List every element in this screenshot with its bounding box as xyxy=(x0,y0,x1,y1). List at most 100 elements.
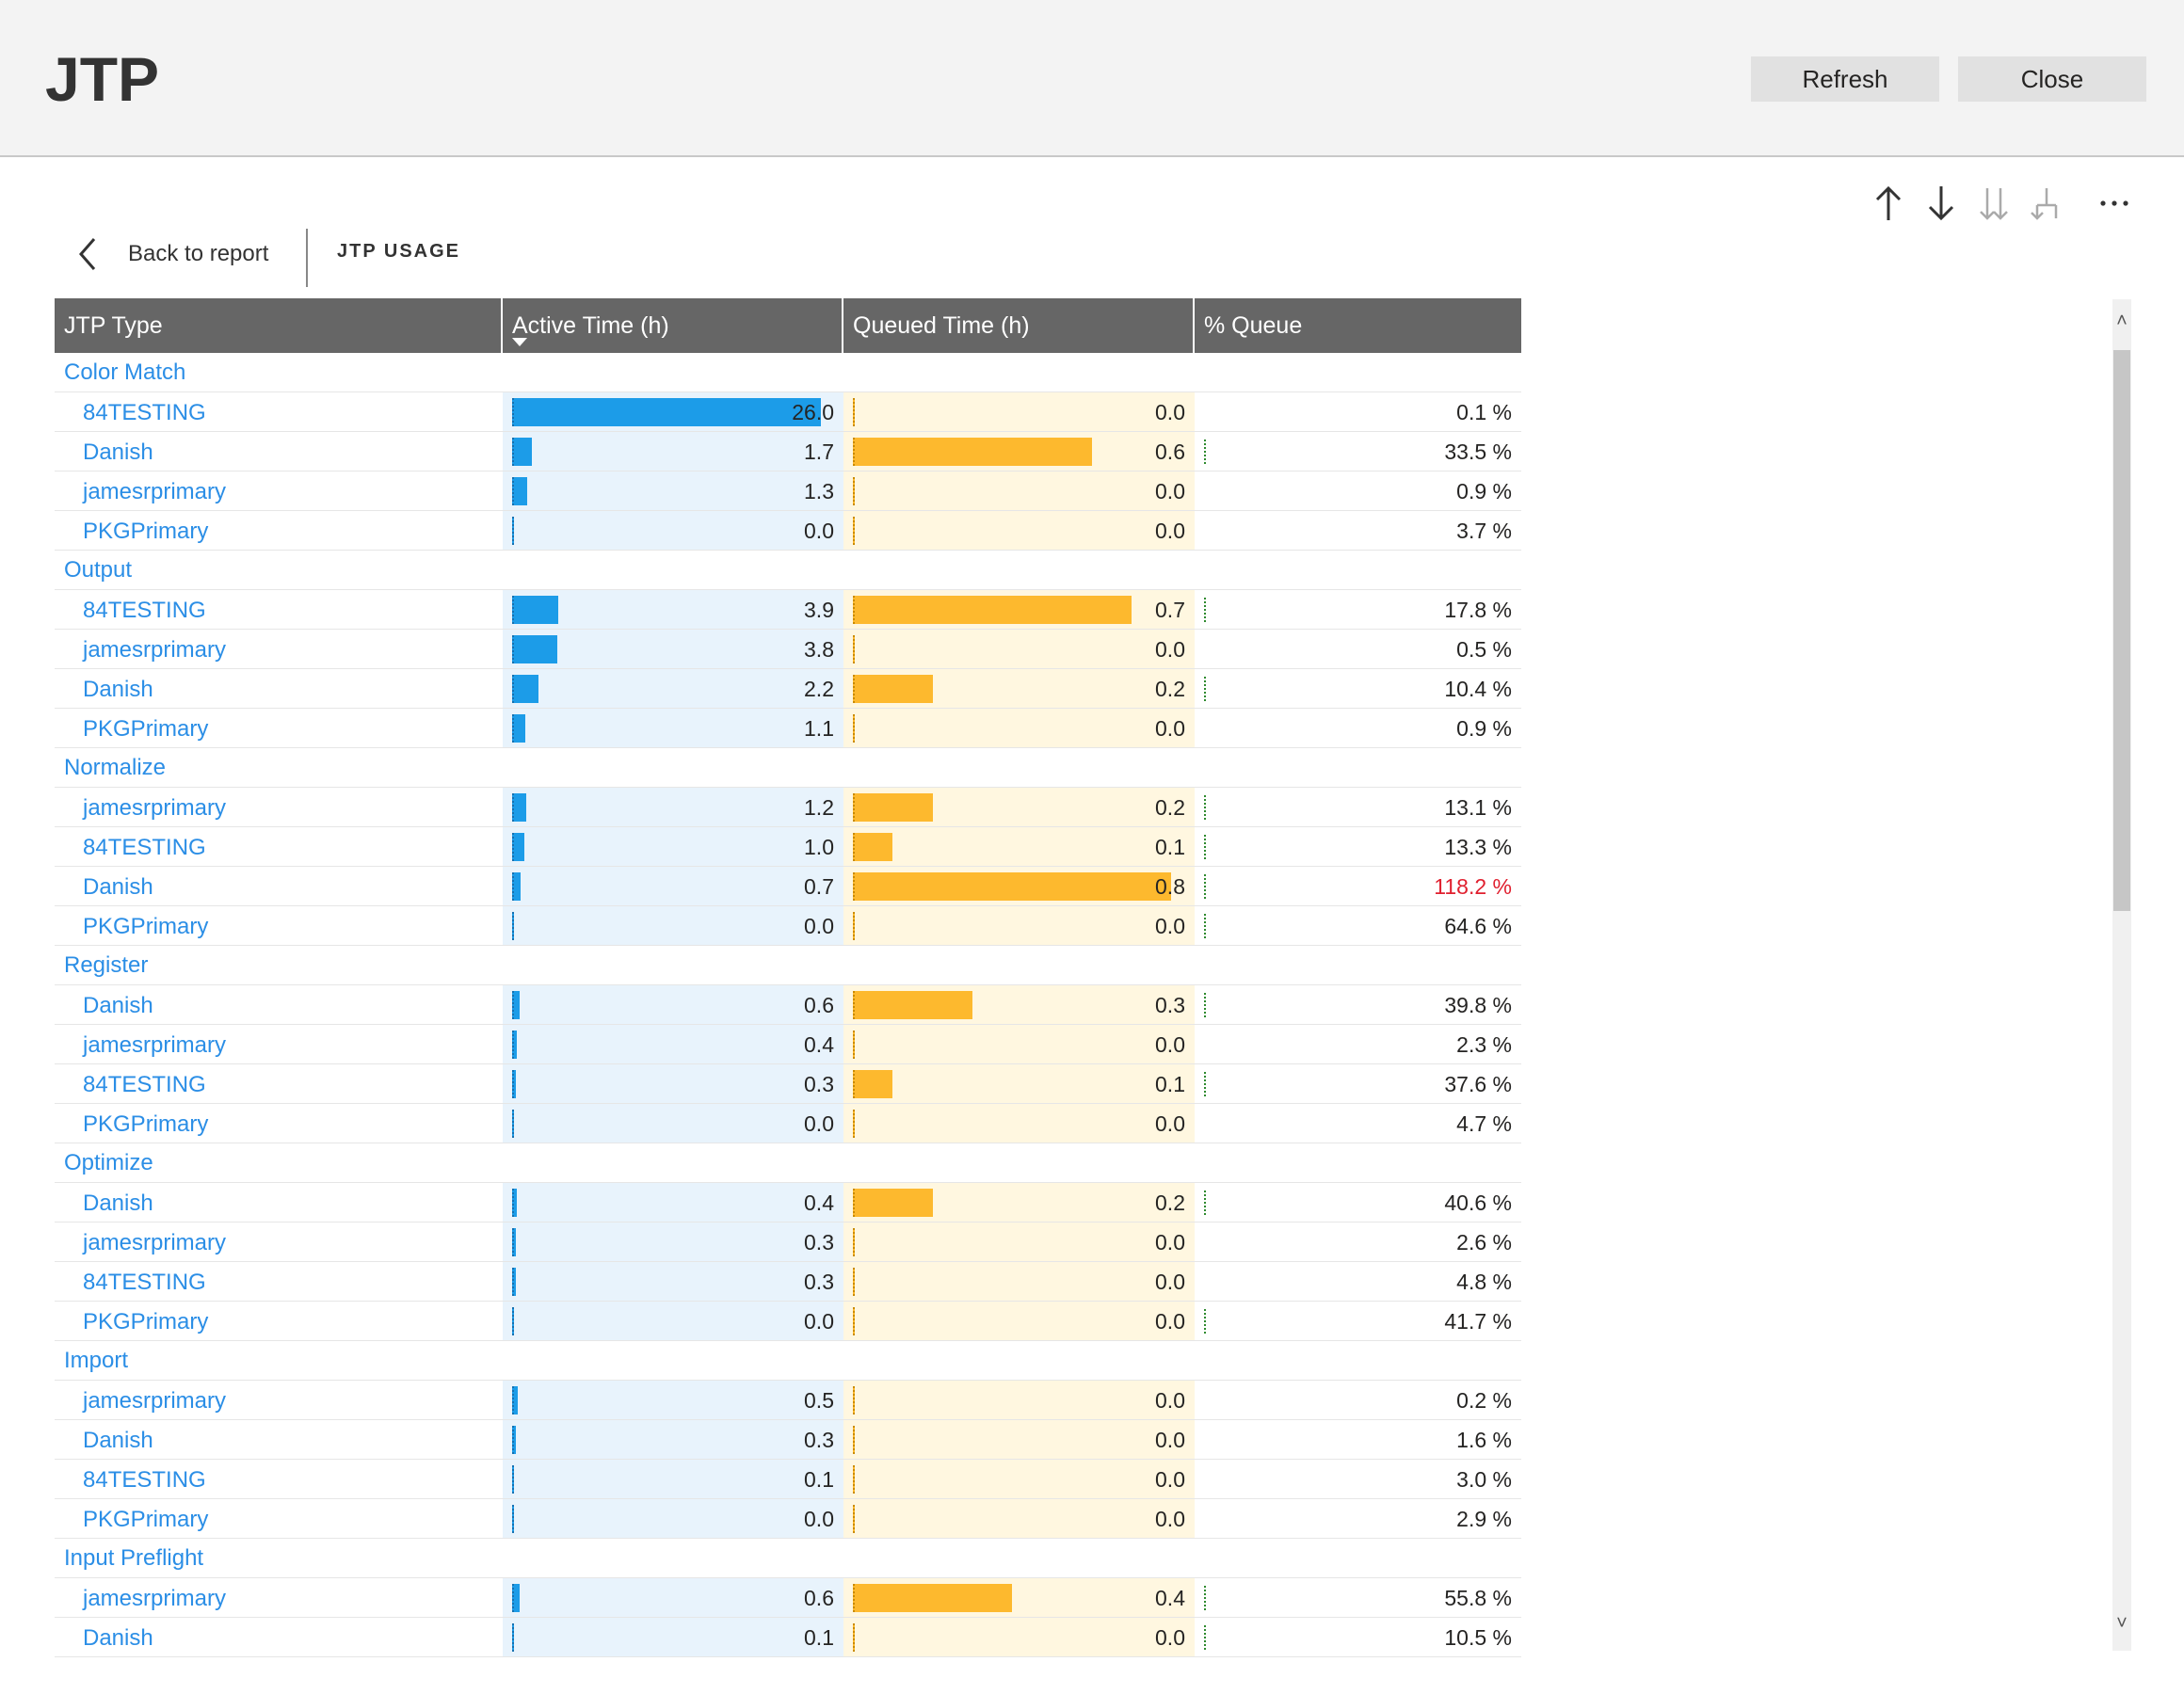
active-time-bar xyxy=(512,714,525,743)
scroll-up-icon[interactable]: ˄ xyxy=(2116,311,2128,331)
scroll-down-icon[interactable]: ˅ xyxy=(2116,1613,2128,1634)
expand-hierarchy-icon[interactable] xyxy=(2026,183,2067,224)
queue-pct-value: 40.6 % xyxy=(1444,1191,1512,1215)
table-row[interactable]: jamesrprimary 1.3 0.0 0.9 % xyxy=(55,471,1521,511)
row-label[interactable]: Danish xyxy=(83,874,153,900)
table-row[interactable]: 84TESTING 0.1 0.0 3.0 % xyxy=(55,1460,1521,1499)
group-name[interactable]: Output xyxy=(64,557,133,583)
column-header-queued-time[interactable]: Queued Time (h) xyxy=(843,298,1195,353)
more-options-icon[interactable] xyxy=(2094,183,2135,224)
row-label[interactable]: Danish xyxy=(83,1191,153,1216)
queue-pct-cell: 1.6 % xyxy=(1195,1420,1521,1459)
row-label[interactable]: PKGPrimary xyxy=(83,519,209,544)
expand-all-icon[interactable] xyxy=(1973,183,2015,224)
queued-time-value: 0.6 xyxy=(1155,439,1185,464)
active-time-cell: 26.0 xyxy=(503,392,843,431)
row-label[interactable]: Danish xyxy=(83,439,153,465)
queued-time-value: 0.0 xyxy=(1155,1388,1185,1413)
row-label[interactable]: jamesrprimary xyxy=(83,637,227,663)
table-row[interactable]: jamesrprimary 0.6 0.4 55.8 % xyxy=(55,1578,1521,1618)
table-row[interactable]: Danish 0.1 0.0 10.5 % xyxy=(55,1618,1521,1657)
active-time-value: 1.2 xyxy=(804,795,834,820)
group-row[interactable]: Register xyxy=(55,946,1521,985)
row-label[interactable]: jamesrprimary xyxy=(83,1032,227,1058)
group-name[interactable]: Import xyxy=(64,1348,129,1373)
active-time-bar xyxy=(512,1268,516,1296)
queued-time-bar xyxy=(853,1307,855,1335)
row-label[interactable]: Danish xyxy=(83,993,153,1018)
table-row[interactable]: PKGPrimary 1.1 0.0 0.9 % xyxy=(55,709,1521,748)
table-row[interactable]: Danish 2.2 0.2 10.4 % xyxy=(55,669,1521,709)
close-button[interactable]: Close xyxy=(1958,56,2146,102)
row-label[interactable]: PKGPrimary xyxy=(83,716,209,742)
row-label[interactable]: Danish xyxy=(83,677,153,702)
table-row[interactable]: Danish 0.3 0.0 1.6 % xyxy=(55,1420,1521,1460)
column-header-jtp-type[interactable]: JTP Type xyxy=(55,298,503,353)
drill-up-icon[interactable] xyxy=(1868,183,1909,224)
group-name[interactable]: Register xyxy=(64,952,149,978)
active-time-bar xyxy=(512,1228,516,1256)
row-label[interactable]: 84TESTING xyxy=(83,1270,206,1295)
chevron-left-icon xyxy=(79,238,96,270)
queue-pct-cell: 3.0 % xyxy=(1195,1460,1521,1498)
row-label[interactable]: 84TESTING xyxy=(83,835,206,860)
row-label[interactable]: Danish xyxy=(83,1428,153,1453)
group-row[interactable]: Output xyxy=(55,551,1521,590)
table-row[interactable]: 84TESTING 1.0 0.1 13.3 % xyxy=(55,827,1521,867)
group-row[interactable]: Optimize xyxy=(55,1143,1521,1183)
table-row[interactable]: jamesrprimary 1.2 0.2 13.1 % xyxy=(55,788,1521,827)
table-row[interactable]: Danish 0.6 0.3 39.8 % xyxy=(55,985,1521,1025)
row-label[interactable]: Danish xyxy=(83,1625,153,1651)
table-row[interactable]: jamesrprimary 0.5 0.0 0.2 % xyxy=(55,1381,1521,1420)
table-row[interactable]: 84TESTING 3.9 0.7 17.8 % xyxy=(55,590,1521,630)
active-time-bar xyxy=(512,1623,514,1652)
group-row[interactable]: Import xyxy=(55,1341,1521,1381)
group-name[interactable]: Normalize xyxy=(64,755,167,780)
table-row[interactable]: jamesrprimary 0.3 0.0 2.6 % xyxy=(55,1223,1521,1262)
group-row[interactable]: Color Match xyxy=(55,353,1521,392)
scrollbar-thumb[interactable] xyxy=(2113,350,2130,911)
table-row[interactable]: jamesrprimary 3.8 0.0 0.5 % xyxy=(55,630,1521,669)
table-row[interactable]: PKGPrimary 0.0 0.0 3.7 % xyxy=(55,511,1521,551)
queue-pct-value: 33.5 % xyxy=(1444,439,1512,464)
table-row[interactable]: Danish 0.4 0.2 40.6 % xyxy=(55,1183,1521,1223)
group-name[interactable]: Optimize xyxy=(64,1150,153,1175)
row-label[interactable]: PKGPrimary xyxy=(83,914,209,939)
row-label[interactable]: PKGPrimary xyxy=(83,1309,209,1334)
table-row[interactable]: Danish 1.7 0.6 33.5 % xyxy=(55,432,1521,471)
row-label[interactable]: jamesrprimary xyxy=(83,1388,227,1414)
table-row[interactable]: PKGPrimary 0.0 0.0 4.7 % xyxy=(55,1104,1521,1143)
row-label[interactable]: jamesrprimary xyxy=(83,479,227,504)
row-label[interactable]: jamesrprimary xyxy=(83,795,227,821)
column-header-queue-pct[interactable]: % Queue xyxy=(1204,312,1303,339)
row-label[interactable]: jamesrprimary xyxy=(83,1230,227,1255)
back-to-report-link[interactable]: Back to report xyxy=(73,226,268,282)
active-time-value: 0.0 xyxy=(804,1309,834,1334)
group-row[interactable]: Input Preflight xyxy=(55,1539,1521,1578)
queued-time-bar xyxy=(853,1228,855,1256)
column-header-active-time[interactable]: Active Time (h) xyxy=(503,298,843,353)
refresh-button[interactable]: Refresh xyxy=(1751,56,1939,102)
queued-time-bar xyxy=(853,1505,855,1533)
table-row[interactable]: 84TESTING 0.3 0.1 37.6 % xyxy=(55,1064,1521,1104)
queue-pct-value: 39.8 % xyxy=(1444,993,1512,1017)
table-row[interactable]: PKGPrimary 0.0 0.0 64.6 % xyxy=(55,906,1521,946)
group-name[interactable]: Color Match xyxy=(64,360,186,385)
group-name[interactable]: Input Preflight xyxy=(64,1545,204,1571)
table-row[interactable]: 84TESTING 0.3 0.0 4.8 % xyxy=(55,1262,1521,1302)
row-label[interactable]: PKGPrimary xyxy=(83,1507,209,1532)
row-label[interactable]: jamesrprimary xyxy=(83,1586,227,1611)
row-label[interactable]: 84TESTING xyxy=(83,1072,206,1097)
table-row[interactable]: Danish 0.7 0.8 118.2 % xyxy=(55,867,1521,906)
table-row[interactable]: PKGPrimary 0.0 0.0 41.7 % xyxy=(55,1302,1521,1341)
row-label[interactable]: PKGPrimary xyxy=(83,1111,209,1137)
row-label[interactable]: 84TESTING xyxy=(83,598,206,623)
group-row[interactable]: Normalize xyxy=(55,748,1521,788)
row-label[interactable]: 84TESTING xyxy=(83,400,206,425)
queued-time-value: 0.0 xyxy=(1155,1111,1185,1136)
table-row[interactable]: jamesrprimary 0.4 0.0 2.3 % xyxy=(55,1025,1521,1064)
row-label[interactable]: 84TESTING xyxy=(83,1467,206,1493)
table-row[interactable]: 84TESTING 26.0 0.0 0.1 % xyxy=(55,392,1521,432)
table-row[interactable]: PKGPrimary 0.0 0.0 2.9 % xyxy=(55,1499,1521,1539)
drill-down-icon[interactable] xyxy=(1920,183,1962,224)
